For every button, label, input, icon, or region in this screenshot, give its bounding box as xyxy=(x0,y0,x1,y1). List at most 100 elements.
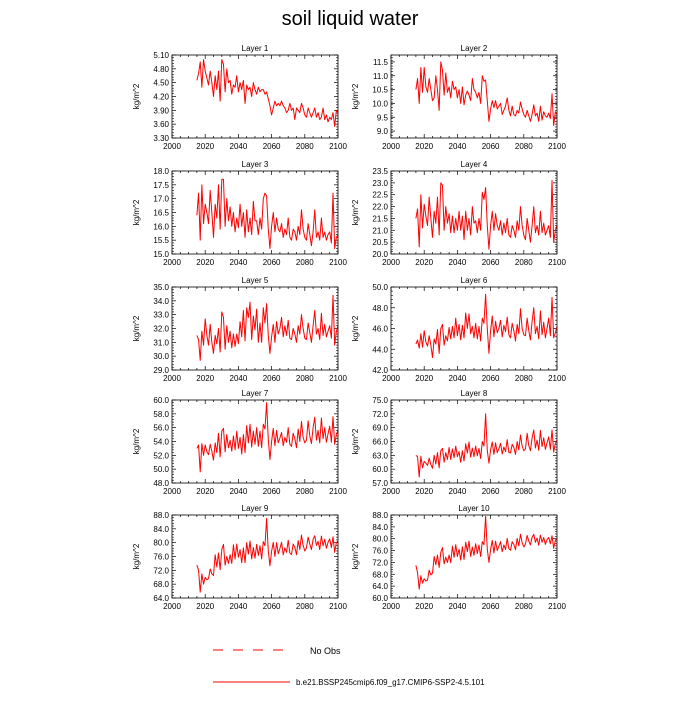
x-tick-label: 2100 xyxy=(548,602,566,611)
x-tick-label: 2000 xyxy=(163,602,181,611)
y-tick-label: 3.90 xyxy=(153,106,169,115)
x-tick-label: 2000 xyxy=(382,487,400,496)
panel-title: Layer 2 xyxy=(461,44,488,53)
y-tick-label: 68.0 xyxy=(372,570,388,579)
y-axis-label: kg/m^2 xyxy=(132,83,141,109)
x-tick-label: 2000 xyxy=(163,487,181,496)
y-tick-label: 15.0 xyxy=(153,250,169,259)
x-tick-label: 2000 xyxy=(163,258,181,267)
x-tick-label: 2020 xyxy=(415,258,433,267)
x-tick-label: 2020 xyxy=(196,374,214,383)
y-tick-label: 18.0 xyxy=(153,167,169,176)
y-tick-label: 3.60 xyxy=(153,120,169,129)
panel-title: Layer 5 xyxy=(242,276,269,285)
y-tick-label: 17.5 xyxy=(153,181,169,190)
series-line xyxy=(415,61,558,127)
plot-frame xyxy=(171,170,339,255)
x-tick-label: 2000 xyxy=(382,258,400,267)
x-tick-label: 2060 xyxy=(263,602,281,611)
x-tick-label: 2060 xyxy=(263,374,281,383)
chart-panel-2: Layer 2 kg/m^2 2000 2020 2040 2060 2080 2100 9.0… xyxy=(351,44,566,151)
series-line xyxy=(415,179,558,250)
y-tick-label: 52.0 xyxy=(153,451,169,460)
panel-title: Layer 7 xyxy=(242,389,269,398)
chart-panel-4: Layer 4 kg/m^2 2000 2020 2040 2060 2080 2100 20.… xyxy=(351,160,566,267)
plot-frame xyxy=(171,54,339,139)
y-tick-label: 42.0 xyxy=(372,366,388,375)
x-tick-label: 2100 xyxy=(548,258,566,267)
y-axis-label: kg/m^2 xyxy=(351,199,360,225)
panel-title: Layer 6 xyxy=(461,276,488,285)
plot-frame xyxy=(390,286,558,371)
y-tick-label: 22.5 xyxy=(372,191,388,200)
series-line xyxy=(415,293,558,359)
panel-title: Layer 8 xyxy=(461,389,488,398)
x-tick-label: 2060 xyxy=(263,258,281,267)
y-tick-label: 22.0 xyxy=(372,203,388,212)
x-tick-label: 2020 xyxy=(415,487,433,496)
x-tick-label: 2000 xyxy=(163,142,181,151)
x-tick-label: 2040 xyxy=(230,142,248,151)
y-tick-label: 72.0 xyxy=(153,566,169,575)
y-tick-label: 75.0 xyxy=(372,396,388,405)
y-tick-label: 56.0 xyxy=(153,424,169,433)
y-tick-label: 16.0 xyxy=(153,222,169,231)
x-tick-label: 2060 xyxy=(263,487,281,496)
y-axis-label: kg/m^2 xyxy=(132,315,141,341)
y-tick-label: 34.0 xyxy=(153,297,169,306)
y-tick-label: 10.5 xyxy=(372,86,388,95)
chart-panel-6: Layer 6 kg/m^2 2000 2020 2040 2060 2080 2100 42.… xyxy=(351,276,566,383)
x-tick-label: 2080 xyxy=(515,487,533,496)
x-tick-label: 2060 xyxy=(482,602,500,611)
y-axis-label: kg/m^2 xyxy=(132,199,141,225)
x-tick-label: 2100 xyxy=(548,374,566,383)
x-tick-label: 2080 xyxy=(296,258,314,267)
x-tick-label: 2100 xyxy=(329,374,347,383)
chart-panel-9: Layer 9 kg/m^2 2000 2020 2040 2060 2080 2100 64.… xyxy=(132,504,347,611)
series-line xyxy=(196,59,339,127)
y-axis-label: kg/m^2 xyxy=(132,428,141,454)
x-tick-label: 2040 xyxy=(449,487,467,496)
x-tick-label: 2080 xyxy=(296,487,314,496)
y-tick-label: 11.5 xyxy=(373,58,389,67)
x-tick-label: 2040 xyxy=(449,374,467,383)
x-tick-label: 2080 xyxy=(515,142,533,151)
x-tick-label: 2040 xyxy=(230,602,248,611)
x-tick-label: 2020 xyxy=(415,602,433,611)
y-tick-label: 9.5 xyxy=(377,113,389,122)
panel-title: Layer 9 xyxy=(242,504,269,513)
y-tick-label: 48.0 xyxy=(372,304,388,313)
y-tick-label: 66.0 xyxy=(372,438,388,447)
y-tick-label: 21.0 xyxy=(372,226,388,235)
y-tick-label: 30.0 xyxy=(153,352,169,361)
chart-panel-1: Layer 1 kg/m^2 2000 2020 2040 2060 2080 2100 3.3… xyxy=(132,44,347,151)
y-tick-label: 72.0 xyxy=(372,558,388,567)
x-tick-label: 2060 xyxy=(263,142,281,151)
series-line xyxy=(415,413,558,478)
y-tick-label: 4.20 xyxy=(153,93,169,102)
y-tick-label: 80.0 xyxy=(372,535,388,544)
x-tick-label: 2020 xyxy=(196,487,214,496)
y-tick-label: 32.0 xyxy=(153,325,169,334)
chart-panel-3: Layer 3 kg/m^2 2000 2020 2040 2060 2080 2100 15.… xyxy=(132,160,347,267)
x-tick-label: 2040 xyxy=(449,142,467,151)
y-tick-label: 50.0 xyxy=(372,283,388,292)
y-tick-label: 4.50 xyxy=(153,79,169,88)
y-tick-label: 20.5 xyxy=(372,238,388,247)
x-tick-label: 2060 xyxy=(482,487,500,496)
x-tick-label: 2020 xyxy=(196,258,214,267)
y-tick-label: 16.5 xyxy=(153,209,169,218)
plot-frame xyxy=(390,399,558,484)
y-tick-label: 5.10 xyxy=(153,51,169,60)
y-tick-label: 44.0 xyxy=(372,345,388,354)
y-tick-label: 4.80 xyxy=(153,65,169,74)
x-tick-label: 2040 xyxy=(230,487,248,496)
panel-title: Layer 3 xyxy=(242,160,269,169)
y-tick-label: 88.0 xyxy=(153,511,169,520)
y-tick-label: 48.0 xyxy=(153,479,169,488)
x-tick-label: 2100 xyxy=(329,602,347,611)
x-tick-label: 2080 xyxy=(515,602,533,611)
series-line xyxy=(196,178,339,249)
